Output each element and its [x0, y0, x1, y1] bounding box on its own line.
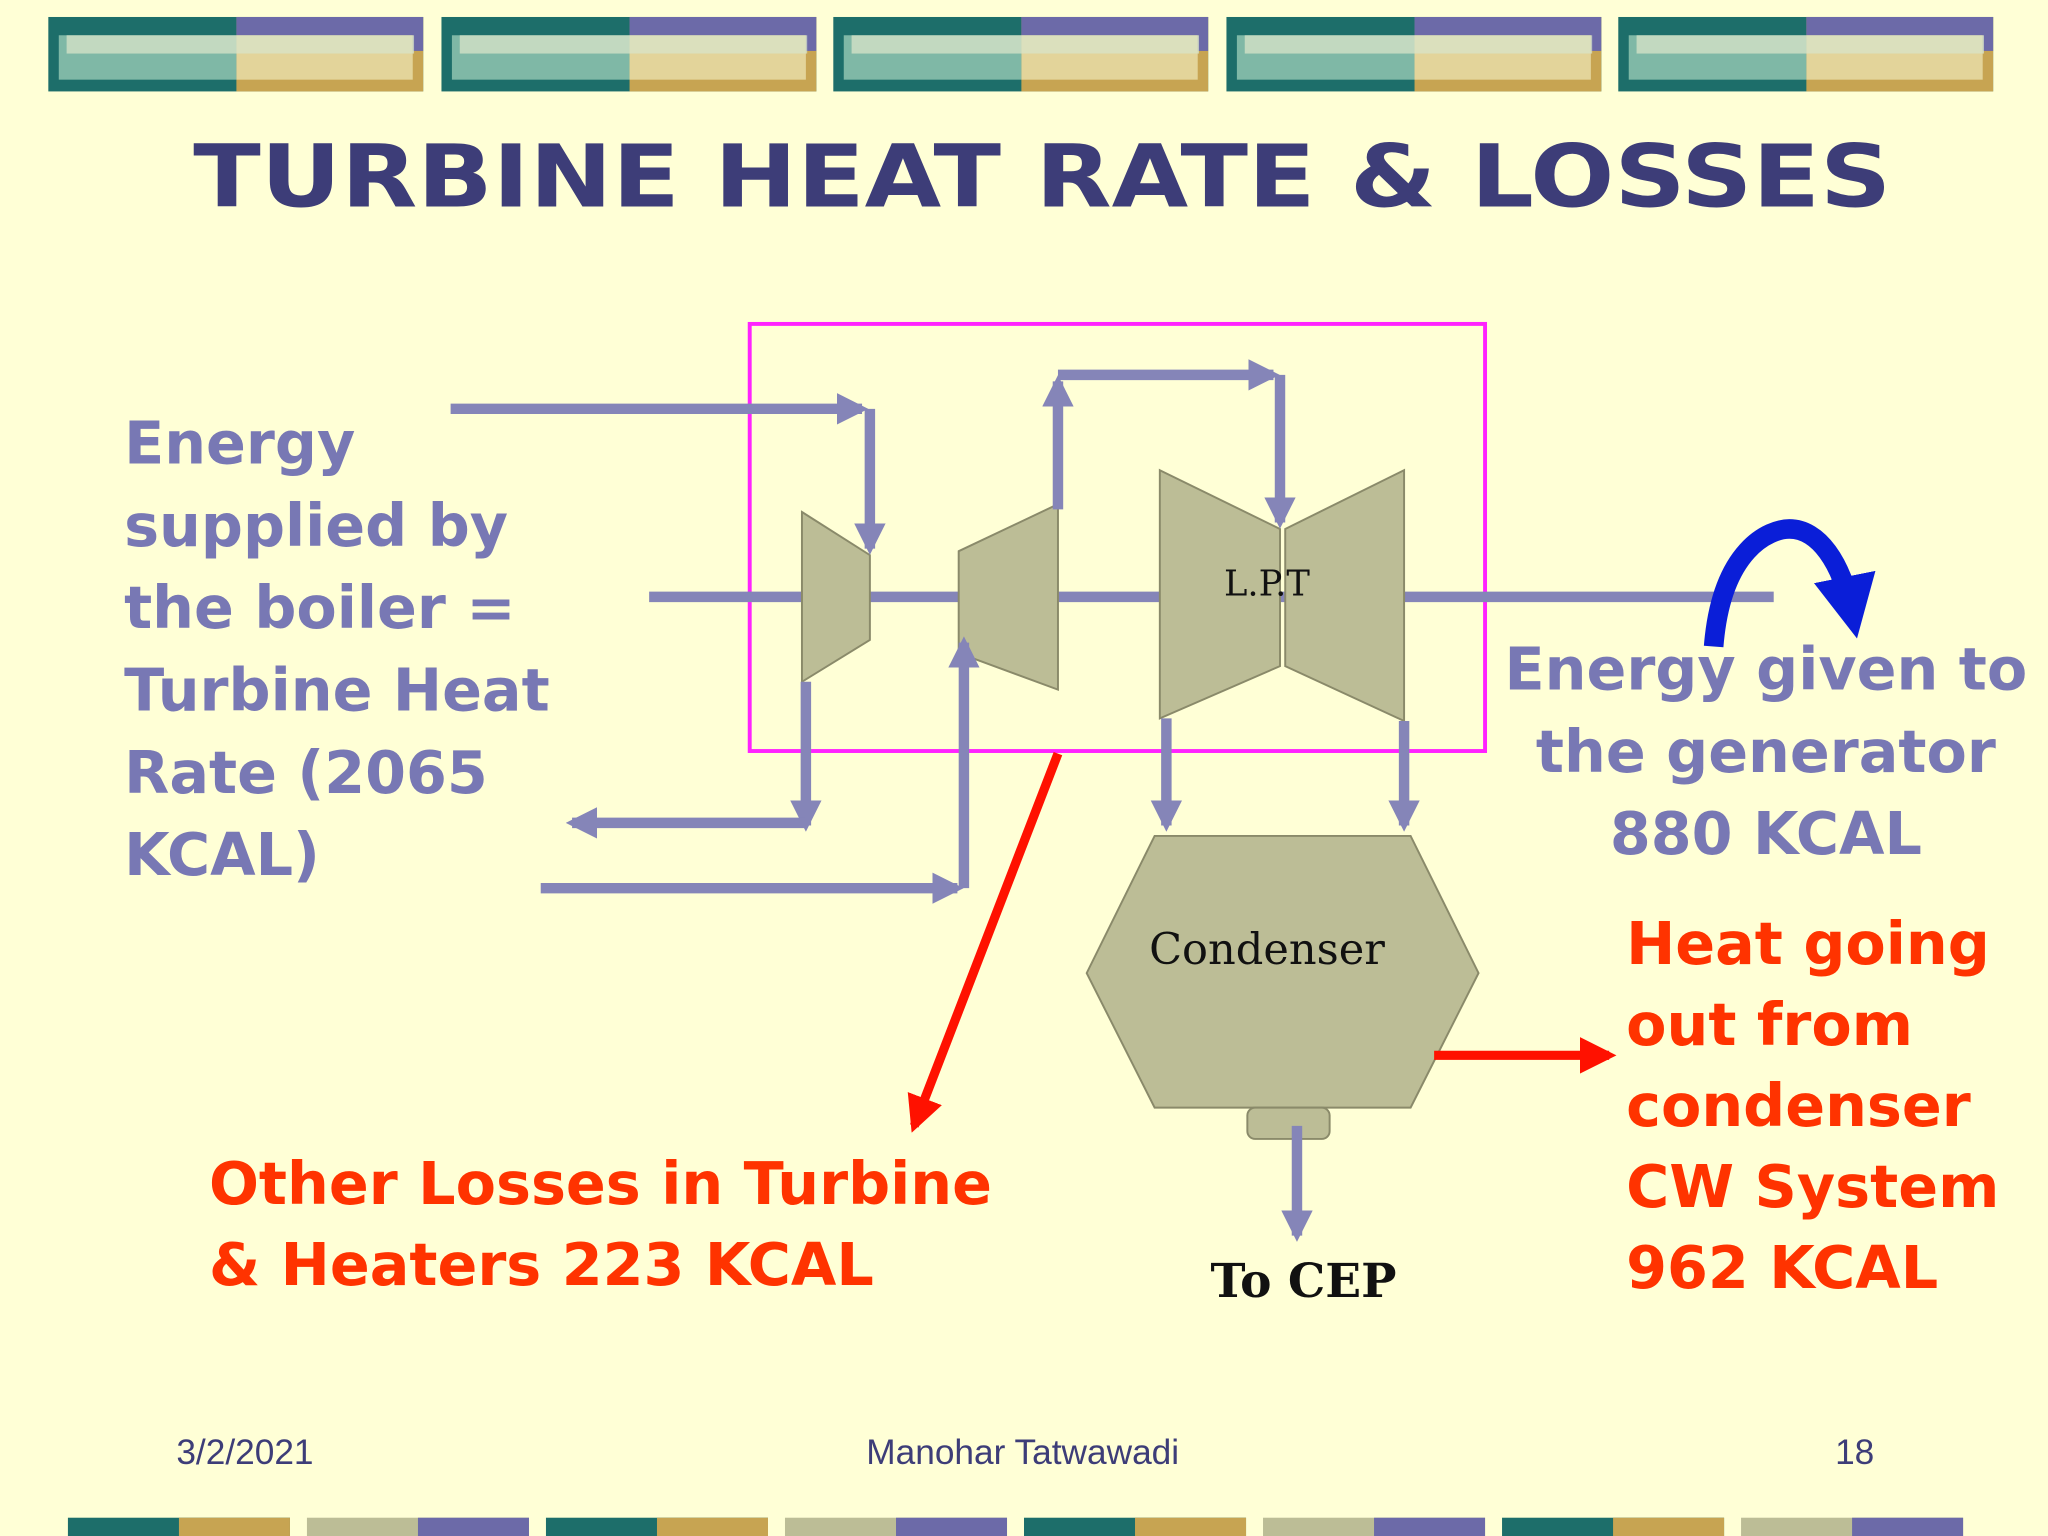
- condenser-heat-line: Heat going: [1626, 909, 1990, 978]
- boiler-energy-line: supplied by: [124, 491, 508, 560]
- condenser-heat-line: out from: [1626, 990, 1913, 1059]
- hp-turbine: [800, 510, 871, 684]
- annotations: Energy supplied by the boiler = Turbine Hea…: [124, 409, 2027, 1302]
- boiler-energy-line: Rate (2065: [124, 738, 488, 807]
- bottom-banner: [67, 1517, 1964, 1536]
- other-losses-line: & Heaters 223 KCAL: [209, 1230, 874, 1299]
- turbine-diagram: L.P.T Condenser To CEP: [450, 321, 1876, 1309]
- boiler-energy-line: the boiler =: [124, 573, 516, 642]
- ip-turbine: [957, 502, 1059, 692]
- hotwell: [1246, 1106, 1331, 1140]
- footer-author: Manohar Tatwawadi: [866, 1433, 1179, 1472]
- generator-energy-line: the generator: [1536, 717, 1996, 786]
- condenser: [1085, 834, 1480, 1109]
- lpt-label: L.P.T: [1224, 564, 1310, 605]
- slide-title: TURBINE HEAT RATE & LOSSES: [193, 127, 1891, 227]
- boiler-energy-line: Energy: [124, 409, 355, 478]
- losses-arrow: [907, 751, 1063, 1133]
- condenser-heat-line: condenser: [1626, 1071, 1971, 1140]
- footer-page: 18: [1835, 1433, 1874, 1472]
- condenser-heat-line: 962 KCAL: [1626, 1233, 1938, 1302]
- condenser-label: Condenser: [1149, 925, 1385, 975]
- condenser-heat-line: CW System: [1626, 1152, 1999, 1221]
- boundary-box: [747, 321, 1488, 753]
- outlet-label: To CEP: [1211, 1254, 1397, 1309]
- boiler-energy-line: KCAL): [124, 820, 320, 889]
- boiler-energy-line: Turbine Heat: [124, 656, 550, 725]
- footer-date: 3/2/2021: [176, 1433, 313, 1472]
- generator-energy-line: 880 KCAL: [1610, 799, 1922, 868]
- top-banner: [48, 16, 1994, 92]
- other-losses-line: Other Losses in Turbine: [209, 1149, 992, 1218]
- generator-energy-line: Energy given to: [1504, 635, 2027, 704]
- lp-turbine-left: [1158, 468, 1281, 720]
- generator-arrow: [1703, 519, 1876, 648]
